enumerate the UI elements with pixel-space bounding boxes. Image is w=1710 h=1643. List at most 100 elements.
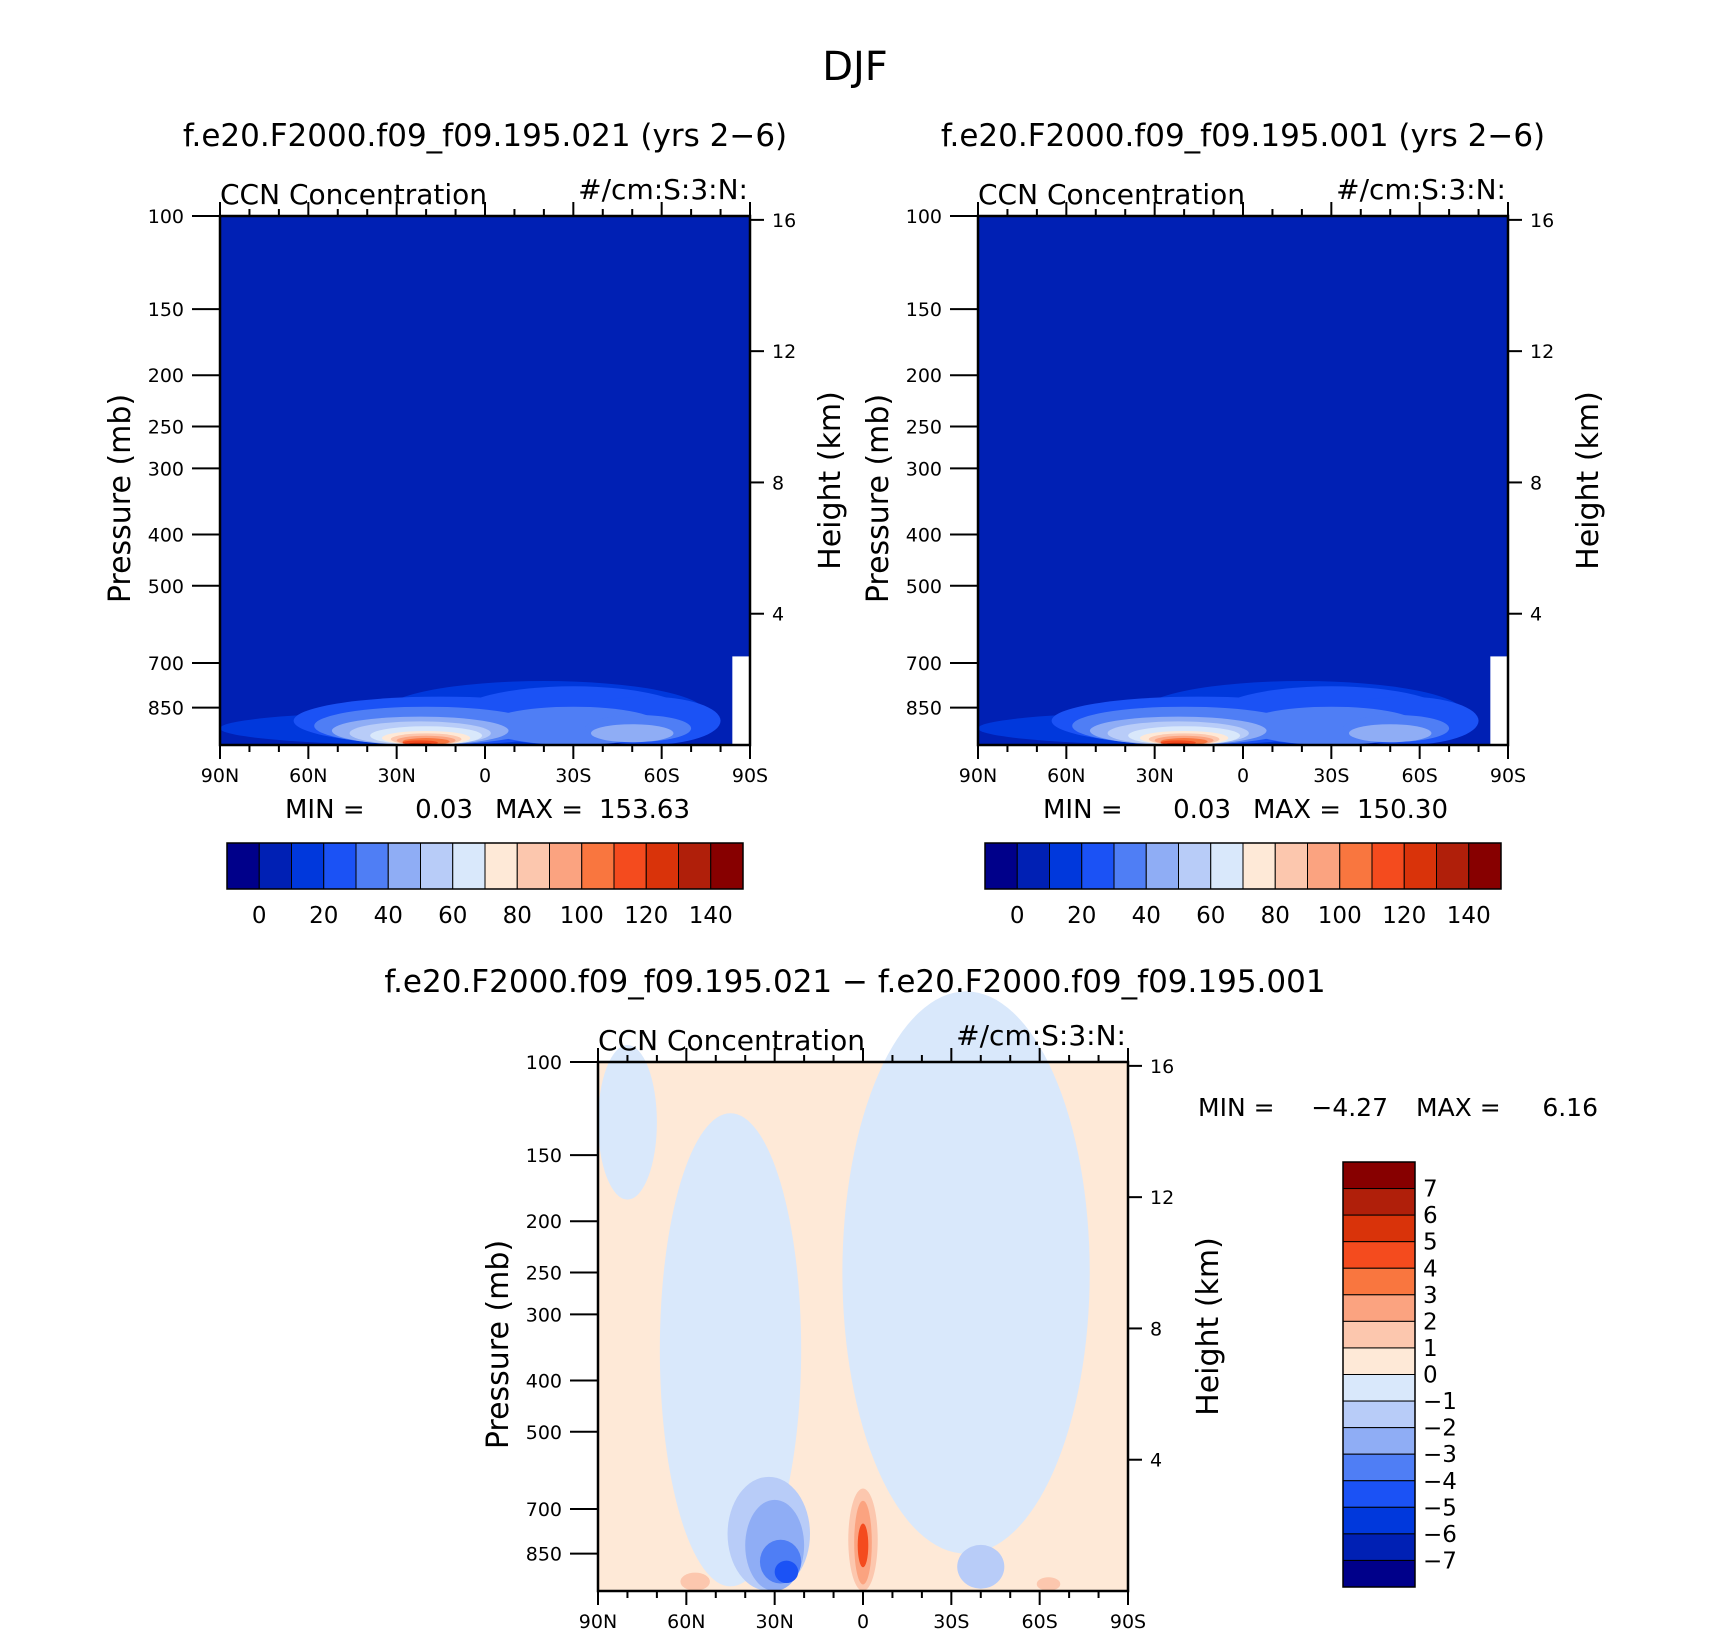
colorbar-tick-label: −4 [1423, 1469, 1457, 1495]
colorbar-tick-label: 80 [1261, 903, 1290, 929]
colorbar-box [581, 842, 615, 890]
colorbar-tick-label: 140 [689, 903, 733, 929]
colorbar-box [1342, 1506, 1416, 1535]
lat-tick-label: 60S [1402, 765, 1438, 787]
field-contour-neg-4 [1036, 1577, 1061, 1591]
colorbar-box [1016, 842, 1050, 890]
colorbar-tick-label: 0 [1423, 1363, 1438, 1389]
pressure-tick-label: 700 [526, 1499, 562, 1521]
panel-title: f.e20.F2000.f09_f09.195.001 (yrs 2−6) [941, 118, 1545, 154]
colorbar-frame [1342, 1161, 1416, 1588]
max-value: 6.16 [1542, 1093, 1598, 1122]
colorbar-tick-label: 60 [438, 903, 467, 929]
colorbar-box [1049, 842, 1083, 890]
colorbar-tick-label: 40 [374, 903, 403, 929]
colorbar-box [645, 842, 679, 890]
lat-tick-label: 0 [1237, 765, 1249, 787]
field-contour-pos-2 [598, 1044, 657, 1200]
lat-tick-label: 90N [579, 1611, 617, 1633]
max-label: MAX = [1253, 795, 1341, 825]
colorbar-box [1274, 842, 1308, 890]
colorbar-box [387, 842, 421, 890]
colorbar-tick-label: −5 [1423, 1495, 1457, 1521]
pressure-tick-label: 500 [148, 576, 184, 598]
colorbar-tick-label: 0 [1010, 903, 1025, 929]
height-tick-label: 16 [772, 210, 796, 232]
colorbar-tick-label: −6 [1423, 1522, 1457, 1548]
pressure-tick-label: 250 [526, 1263, 562, 1285]
variable-name: CCN Concentration [978, 178, 1245, 211]
lat-tick-label: 90N [201, 765, 239, 787]
colorbar-box [1081, 842, 1115, 890]
colorbar-frame [984, 842, 1502, 890]
field-contour-pos-1 [842, 991, 1090, 1554]
pressure-tick-label: 150 [526, 1145, 562, 1167]
pressure-tick-label: 700 [148, 653, 184, 675]
pressure-tick-label: 200 [148, 365, 184, 387]
colorbar-tick-label: 40 [1132, 903, 1161, 929]
colorbar-tick-label: 2 [1423, 1309, 1438, 1335]
pressure-tick-label: 300 [148, 458, 184, 480]
colorbar-tick-label: 100 [560, 903, 604, 929]
min-label: MIN = [1043, 795, 1123, 825]
colorbar-box [1210, 842, 1244, 890]
min-value: 0.03 [415, 795, 473, 825]
min-label: MIN = [1198, 1093, 1275, 1122]
min-value: 0.03 [1173, 795, 1231, 825]
colorbar-tick-label: 140 [1447, 903, 1491, 929]
colorbar-box [1342, 1453, 1416, 1482]
colorbar-box [484, 842, 518, 890]
colorbar-box [1342, 1294, 1416, 1322]
colorbar-box [1342, 1214, 1416, 1243]
colorbar-tick-label: 5 [1423, 1230, 1438, 1256]
y-axis-right-label: Height (km) [1571, 391, 1606, 570]
colorbar-box [1342, 1267, 1416, 1296]
colorbar-tick-label: 4 [1423, 1256, 1438, 1282]
colorbar-tick-label: 7 [1423, 1177, 1438, 1203]
colorbar-box [1342, 1400, 1416, 1429]
pressure-tick-label: 400 [148, 524, 184, 546]
pressure-tick-label: 200 [906, 365, 942, 387]
colorbar-box [1342, 1320, 1416, 1349]
colorbar-box [1145, 842, 1179, 890]
height-tick-label: 12 [1530, 341, 1554, 363]
max-label: MAX = [495, 795, 583, 825]
missing-data-area [732, 656, 750, 745]
pressure-tick-label: 300 [906, 458, 942, 480]
pressure-tick-label: 850 [906, 698, 942, 720]
pressure-tick-label: 300 [526, 1304, 562, 1326]
field-contour-neg-3 [680, 1572, 710, 1591]
colorbar-tick-label: 3 [1423, 1283, 1438, 1309]
variable-units: #/cm:S:3:N: [1336, 173, 1506, 206]
lat-tick-label: 30S [555, 765, 591, 787]
lat-tick-label: 30S [933, 1611, 969, 1633]
colorbar-tick-label: 120 [1382, 903, 1426, 929]
lat-tick-label: 60N [667, 1611, 705, 1633]
lat-tick-label: 0 [857, 1611, 869, 1633]
colorbar-box [1242, 842, 1276, 890]
colorbar-box [258, 842, 292, 890]
variable-units: #/cm:S:3:N: [956, 1019, 1126, 1052]
lat-tick-label: 60N [289, 765, 327, 787]
colorbar-box [678, 842, 712, 890]
lat-tick-label: 90S [1490, 765, 1526, 787]
colorbar-box [291, 842, 325, 890]
colorbar-box [1342, 1374, 1416, 1402]
panel-title: f.e20.F2000.f09_f09.195.021 − f.e20.F200… [384, 964, 1325, 1000]
pressure-tick-label: 500 [526, 1422, 562, 1444]
height-tick-label: 8 [1530, 472, 1542, 494]
lat-tick-label: 30N [1135, 765, 1173, 787]
height-tick-label: 8 [772, 472, 784, 494]
colorbar-box [1468, 842, 1502, 890]
y-axis-label: Pressure (mb) [861, 394, 896, 603]
field-contour-9 [591, 724, 674, 743]
height-tick-label: 12 [772, 341, 796, 363]
field-contour-neg-2 [857, 1523, 869, 1568]
page-title: DJF [822, 44, 888, 90]
colorbar-tick-label: 20 [1067, 903, 1096, 929]
variable-name: CCN Concentration [598, 1024, 865, 1057]
colorbar-tick-label: 100 [1318, 903, 1362, 929]
